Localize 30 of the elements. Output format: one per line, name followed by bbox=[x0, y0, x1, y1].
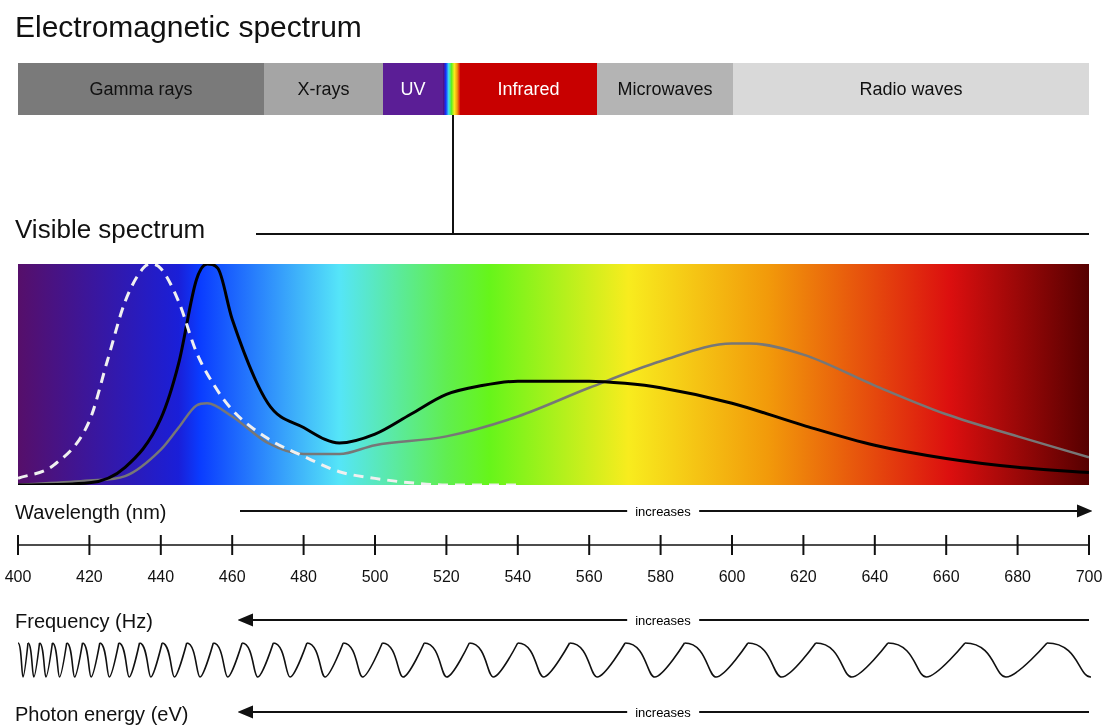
text: UV bbox=[383, 63, 443, 115]
text: increases bbox=[627, 503, 699, 519]
x-tick-label: 460 bbox=[218, 568, 246, 586]
text: Visible spectrum bbox=[15, 214, 206, 245]
text: Microwaves bbox=[597, 63, 733, 115]
text: increases bbox=[627, 704, 699, 720]
x-axis-title: Wavelength (nm) bbox=[15, 501, 167, 524]
text: Gamma rays bbox=[18, 63, 264, 115]
text: Frequency (Hz) bbox=[15, 610, 153, 633]
x-tick-label: 480 bbox=[290, 568, 318, 586]
x-tick-label: 400 bbox=[4, 568, 32, 586]
text: Photon energy (eV) bbox=[15, 703, 189, 726]
x-tick-label: 440 bbox=[147, 568, 175, 586]
x-tick-label: 500 bbox=[361, 568, 389, 586]
text: Radio waves bbox=[733, 63, 1089, 115]
x-tick-label: 600 bbox=[718, 568, 746, 586]
x-tick-label: 700 bbox=[1075, 568, 1103, 586]
x-tick-label: 580 bbox=[647, 568, 675, 586]
text: Infrared bbox=[460, 63, 597, 115]
x-tick-label: 680 bbox=[1004, 568, 1032, 586]
chart-title: Electromagnetic spectrum bbox=[15, 10, 362, 44]
x-tick-label: 420 bbox=[76, 568, 103, 586]
x-tick-label: 620 bbox=[790, 568, 817, 586]
x-tick-label: 640 bbox=[861, 568, 889, 586]
x-tick-label: 660 bbox=[932, 568, 960, 586]
x-tick-label: 540 bbox=[504, 568, 532, 586]
x-tick-label: 520 bbox=[433, 568, 460, 586]
text: increases bbox=[627, 612, 699, 628]
x-tick-label: 560 bbox=[575, 568, 603, 586]
text: X-rays bbox=[264, 63, 383, 115]
